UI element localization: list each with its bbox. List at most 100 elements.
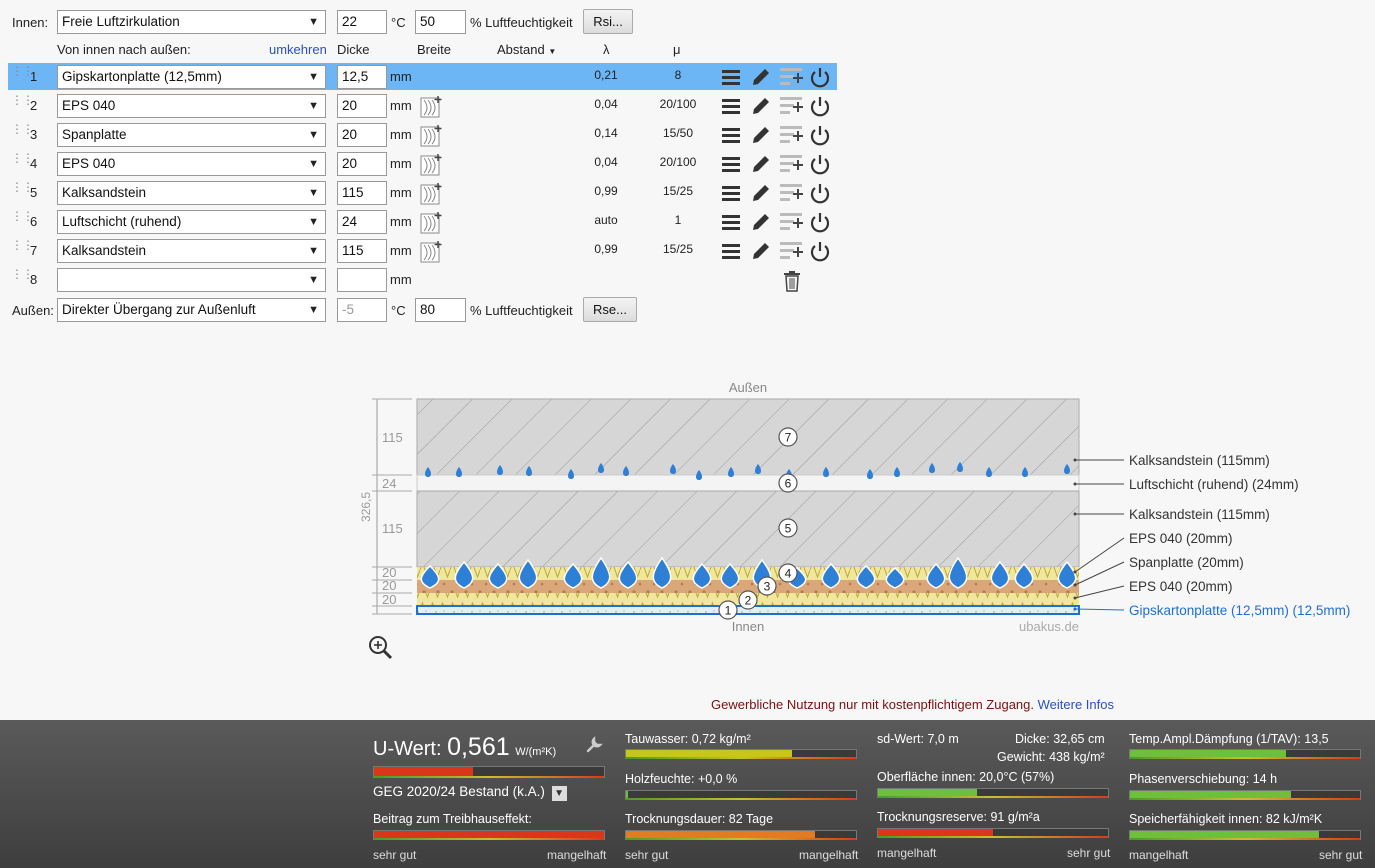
legend-item[interactable]: Gipskartonplatte (12,5mm) (12,5mm) — [1129, 603, 1350, 618]
layer-row-4[interactable]: ⋮⋮ 4 EPS 040 ▼ 20 mm 0,04 20/100 — [8, 150, 837, 177]
dimension-label: 115 — [382, 430, 403, 445]
outside-humidity-input[interactable]: 80 — [415, 298, 466, 322]
legend-item[interactable]: Spanplatte (20mm) — [1129, 555, 1244, 570]
add-inhomogeneous-icon[interactable] — [420, 153, 444, 177]
power-icon[interactable] — [809, 153, 831, 175]
menu-icon[interactable] — [720, 211, 742, 233]
add-inhomogeneous-icon[interactable] — [420, 240, 444, 264]
layer-5-block[interactable] — [416, 490, 1080, 568]
rsi-button[interactable]: Rsi... — [583, 9, 633, 34]
layer-material-select[interactable]: ▼ — [57, 268, 326, 292]
layer-4-block[interactable] — [417, 567, 1079, 580]
legend-leader — [1074, 537, 1125, 573]
layer-thickness-input[interactable]: 20 — [337, 123, 387, 147]
layer-7-block[interactable] — [416, 398, 1080, 476]
menu-icon[interactable] — [720, 182, 742, 204]
layer-6-block[interactable] — [416, 474, 1080, 492]
layer-row-6[interactable]: ⋮⋮ 6 Luftschicht (ruhend) ▼ 24 mm auto 1 — [8, 208, 837, 235]
add-inhomogeneous-icon[interactable] — [420, 95, 444, 119]
layer-marker-3[interactable]: 3 — [757, 576, 777, 596]
wrench-icon[interactable] — [585, 736, 603, 754]
menu-icon[interactable] — [720, 95, 742, 117]
layer-marker-1[interactable]: 1 — [718, 600, 738, 620]
standard-select[interactable]: GEG 2020/24 Bestand (k.A.) ▼ — [373, 784, 567, 801]
layer-row-2[interactable]: ⋮⋮ 2 EPS 040 ▼ 20 mm 0,04 20/100 — [8, 92, 837, 119]
layer-thickness-input[interactable]: 115 — [337, 239, 387, 263]
outside-climate-select[interactable]: Direkter Übergang zur Außenluft ▼ — [57, 298, 326, 322]
layer-mu: 8 — [674, 68, 682, 82]
trash-icon[interactable] — [782, 270, 802, 292]
layer-marker-5[interactable]: 5 — [778, 518, 798, 538]
pencil-icon[interactable] — [750, 124, 772, 146]
pencil-icon[interactable] — [750, 211, 772, 233]
pencil-icon[interactable] — [750, 66, 772, 88]
layer-material-select[interactable]: Spanplatte ▼ — [57, 123, 326, 147]
power-icon[interactable] — [809, 95, 831, 117]
insert-layer-icon[interactable] — [779, 124, 805, 146]
layer-lambda: 0,99 — [594, 242, 618, 256]
power-icon[interactable] — [809, 182, 831, 204]
menu-icon[interactable] — [720, 153, 742, 175]
u-value: U-Wert: 0,561 W/(m²K) — [373, 733, 556, 762]
layer-marker-6[interactable]: 6 — [778, 473, 798, 493]
spacing-header[interactable]: Abstand ▼ — [497, 42, 557, 57]
add-inhomogeneous-icon[interactable] — [420, 182, 444, 206]
layer-material-select[interactable]: EPS 040 ▼ — [57, 152, 326, 176]
power-icon[interactable] — [809, 211, 831, 233]
power-icon[interactable] — [809, 124, 831, 146]
layer-row-3[interactable]: ⋮⋮ 3 Spanplatte ▼ 20 mm 0,14 15/50 — [8, 121, 837, 148]
insert-layer-icon[interactable] — [779, 95, 805, 117]
menu-icon[interactable] — [720, 124, 742, 146]
heat-capacity-bar — [1129, 830, 1361, 840]
pencil-icon[interactable] — [750, 182, 772, 204]
more-info-link[interactable]: Weitere Infos — [1037, 697, 1114, 712]
layer-thickness-input[interactable]: 115 — [337, 181, 387, 205]
layer-row-5[interactable]: ⋮⋮ 5 Kalksandstein ▼ 115 mm 0,99 15/25 — [8, 179, 837, 206]
inside-climate-select[interactable]: Freie Luftzirkulation ▼ — [57, 10, 326, 34]
menu-icon[interactable] — [720, 66, 742, 88]
insert-layer-icon[interactable] — [779, 211, 805, 233]
layer-material-select[interactable]: EPS 040 ▼ — [57, 94, 326, 118]
legend-item[interactable]: Luftschicht (ruhend) (24mm) — [1129, 477, 1299, 492]
insert-layer-icon[interactable] — [779, 240, 805, 262]
add-inhomogeneous-icon[interactable] — [420, 124, 444, 148]
rse-button[interactable]: Rse... — [583, 297, 637, 322]
power-icon[interactable] — [809, 66, 831, 88]
layer-marker-7[interactable]: 7 — [778, 427, 798, 447]
layer-row-7[interactable]: ⋮⋮ 7 Kalksandstein ▼ 115 mm 0,99 15/25 — [8, 237, 837, 264]
outside-temp-input[interactable]: -5 — [337, 298, 387, 322]
layer-row-8[interactable]: ⋮⋮ 8 ▼ mm — [8, 266, 837, 293]
bar-scale-gradient — [1130, 757, 1360, 759]
pencil-icon[interactable] — [750, 240, 772, 262]
layer-thickness-input[interactable] — [337, 268, 387, 292]
layer-thickness-input[interactable]: 24 — [337, 210, 387, 234]
legend-item[interactable]: EPS 040 (20mm) — [1129, 531, 1233, 546]
power-icon[interactable] — [809, 240, 831, 262]
zoom-in-icon[interactable] — [369, 636, 393, 660]
legend-item[interactable]: Kalksandstein (115mm) — [1129, 507, 1270, 522]
inside-humidity-input[interactable]: 50 — [415, 10, 466, 34]
layer-material-select[interactable]: Gipskartonplatte (12,5mm) ▼ — [57, 65, 326, 89]
inside-temp-input[interactable]: 22 — [337, 10, 387, 34]
layer-thickness-input[interactable]: 20 — [337, 94, 387, 118]
insert-layer-icon[interactable] — [779, 153, 805, 175]
reverse-link[interactable]: umkehren — [269, 42, 327, 57]
insert-layer-icon[interactable] — [779, 182, 805, 204]
pencil-icon[interactable] — [750, 153, 772, 175]
layer-marker-2[interactable]: 2 — [738, 590, 758, 610]
layer-thickness-input[interactable]: 12,5 — [337, 65, 387, 89]
u-value-number: 0,561 — [447, 733, 510, 761]
layer-3-block[interactable] — [417, 580, 1079, 593]
layer-material-select[interactable]: Kalksandstein ▼ — [57, 239, 326, 263]
layer-material-select[interactable]: Luftschicht (ruhend) ▼ — [57, 210, 326, 234]
layer-material-select[interactable]: Kalksandstein ▼ — [57, 181, 326, 205]
layer-marker-4[interactable]: 4 — [778, 563, 798, 583]
layer-thickness-input[interactable]: 20 — [337, 152, 387, 176]
legend-item[interactable]: EPS 040 (20mm) — [1129, 579, 1233, 594]
layer-row-1[interactable]: ⋮⋮ 1 Gipskartonplatte (12,5mm) ▼ 12,5 mm 0,21 8 — [8, 63, 837, 90]
pencil-icon[interactable] — [750, 95, 772, 117]
add-inhomogeneous-icon[interactable] — [420, 211, 444, 235]
legend-item[interactable]: Kalksandstein (115mm) — [1129, 453, 1270, 468]
menu-icon[interactable] — [720, 240, 742, 262]
insert-layer-icon[interactable] — [779, 66, 805, 88]
